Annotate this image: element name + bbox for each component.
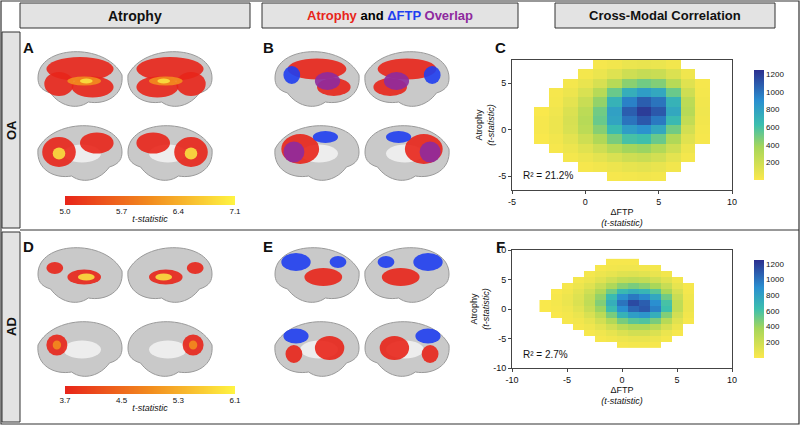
svg-text:1000: 1000 — [766, 275, 784, 284]
svg-text:0: 0 — [501, 304, 506, 314]
svg-text:R² = 21.2%: R² = 21.2% — [523, 170, 573, 181]
svg-text:5: 5 — [656, 197, 661, 207]
svg-text:R² = 2.7%: R² = 2.7% — [523, 349, 568, 360]
svg-text:5.3: 5.3 — [173, 396, 185, 405]
svg-text:AD: AD — [4, 317, 19, 336]
svg-text:0: 0 — [619, 375, 624, 385]
svg-text:600: 600 — [766, 123, 780, 132]
svg-text:Atrophy(t-statistic): Atrophy(t-statistic) — [474, 104, 496, 146]
svg-text:A: A — [23, 39, 34, 56]
svg-text:0: 0 — [501, 125, 506, 135]
svg-text:5: 5 — [501, 78, 506, 88]
svg-text:5: 5 — [674, 375, 679, 385]
svg-text:600: 600 — [766, 307, 780, 316]
svg-text:200: 200 — [766, 158, 780, 167]
svg-text:ΔFTP(t-statistic): ΔFTP(t-statistic) — [601, 385, 643, 407]
svg-text:C: C — [495, 39, 506, 56]
svg-text:400: 400 — [766, 322, 780, 331]
svg-text:1000: 1000 — [766, 88, 784, 97]
svg-text:Atrophy and ΔFTP Overlap: Atrophy and ΔFTP Overlap — [307, 8, 473, 23]
svg-text:1200: 1200 — [766, 260, 784, 269]
svg-text:D: D — [23, 238, 34, 255]
svg-text:10: 10 — [727, 375, 737, 385]
svg-text:Cross-Modal Correlation: Cross-Modal Correlation — [589, 8, 741, 23]
svg-text:5.7: 5.7 — [116, 207, 128, 216]
svg-text:ΔFTP(t-statistic): ΔFTP(t-statistic) — [601, 207, 643, 229]
svg-text:200: 200 — [766, 338, 780, 347]
svg-text:-10: -10 — [505, 375, 518, 385]
svg-text:1200: 1200 — [766, 70, 784, 79]
svg-text:6.1: 6.1 — [229, 396, 241, 405]
svg-text:Atrophy(t-statistic): Atrophy(t-statistic) — [469, 288, 491, 330]
svg-text:5: 5 — [501, 275, 506, 285]
svg-text:t-statistic: t-statistic — [132, 403, 168, 413]
svg-text:800: 800 — [766, 105, 780, 114]
svg-text:0: 0 — [583, 197, 588, 207]
svg-text:400: 400 — [766, 141, 780, 150]
svg-text:-5: -5 — [498, 334, 506, 344]
svg-text:B: B — [263, 39, 274, 56]
svg-text:5.0: 5.0 — [59, 207, 71, 216]
svg-text:Atrophy: Atrophy — [108, 8, 162, 24]
svg-text:E: E — [263, 238, 273, 255]
svg-text:t-statistic: t-statistic — [132, 214, 168, 224]
svg-text:3.7: 3.7 — [59, 396, 71, 405]
svg-text:-5: -5 — [508, 197, 516, 207]
svg-text:OA: OA — [4, 120, 19, 140]
svg-text:7.1: 7.1 — [229, 207, 241, 216]
svg-text:-5: -5 — [498, 171, 506, 181]
svg-text:4.5: 4.5 — [116, 396, 128, 405]
svg-text:F: F — [496, 238, 505, 255]
svg-text:10: 10 — [496, 245, 506, 255]
svg-text:-5: -5 — [563, 375, 571, 385]
svg-text:-10: -10 — [493, 363, 506, 373]
svg-text:10: 10 — [727, 197, 737, 207]
svg-text:800: 800 — [766, 291, 780, 300]
svg-text:6.4: 6.4 — [173, 207, 185, 216]
